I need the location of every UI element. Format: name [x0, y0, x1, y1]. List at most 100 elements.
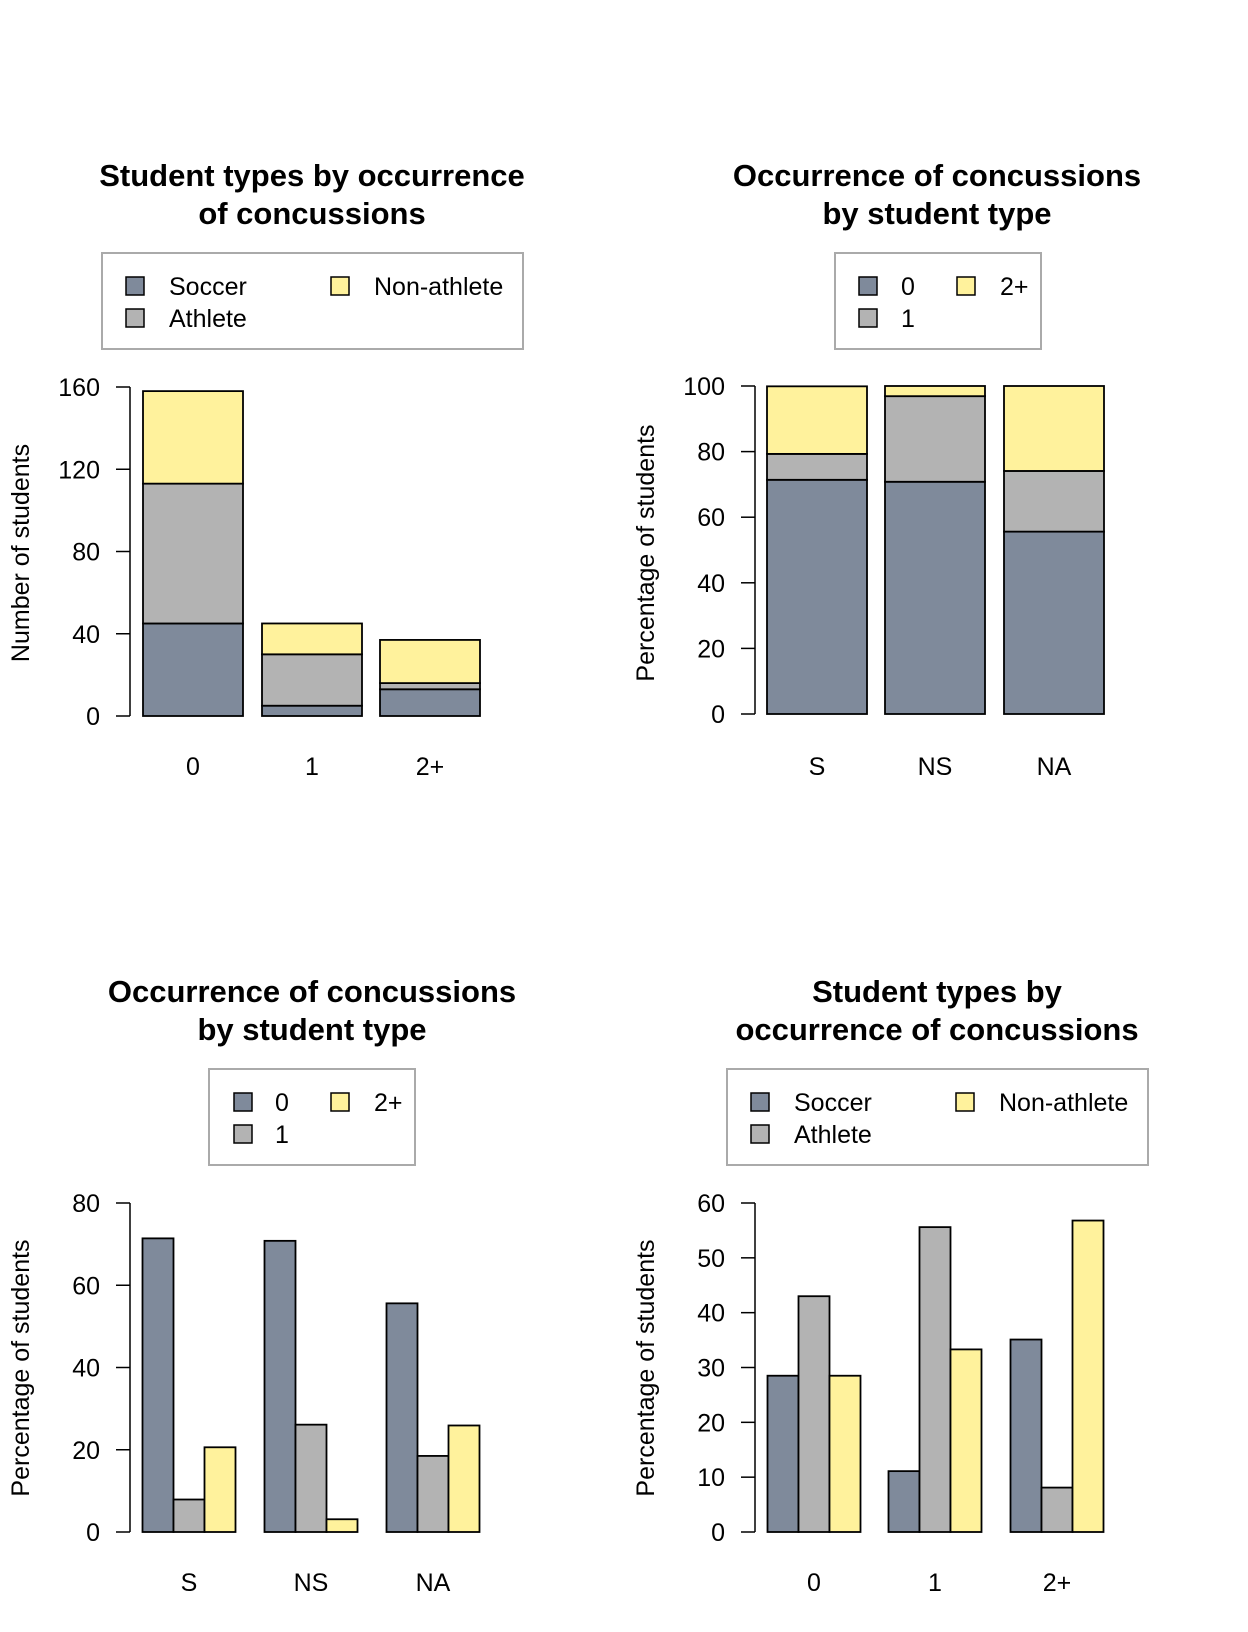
- legend-swatch-0: [233, 1092, 253, 1112]
- legend-swatch-1: [233, 1124, 253, 1144]
- bar-non-athlete-0: [142, 390, 244, 485]
- x-category-label: 1: [928, 1569, 942, 1597]
- legend-swatch-1: [858, 308, 878, 328]
- y-tick-label: 40: [72, 621, 100, 649]
- bar-1-ns: [294, 1423, 328, 1533]
- legend-box: [834, 252, 1042, 350]
- bar-soccer-2-: [1009, 1338, 1043, 1533]
- legend-swatch-soccer: [125, 276, 145, 296]
- y-axis-label: Percentage of students: [632, 1239, 660, 1496]
- legend: Soccer Athlete Non-athlete: [101, 252, 524, 350]
- x-category-label: 2+: [416, 753, 445, 781]
- y-tick-label: 80: [72, 539, 100, 567]
- chart-title-line-2: by student type: [822, 196, 1051, 231]
- legend-box: [726, 1068, 1149, 1166]
- plot-area: 0 20 40 60 80 100 S NS NA: [683, 373, 1105, 781]
- legend: Soccer Athlete Non-athlete: [726, 1068, 1149, 1166]
- legend-box: [208, 1068, 416, 1166]
- bar-athlete-1: [261, 653, 363, 707]
- bar-athlete-1: [918, 1226, 952, 1533]
- bar-0-ns: [884, 480, 986, 715]
- chart-title-line-1: Occurrence of concussions: [108, 974, 516, 1009]
- panel-tl: Student types by occurrence of concussio…: [7, 158, 525, 781]
- panel-br: Student types by occurrence of concussio…: [632, 974, 1149, 1597]
- bar-2--ns: [325, 1518, 359, 1533]
- y-tick-label: 50: [697, 1245, 725, 1273]
- y-tick-label: 160: [58, 374, 100, 402]
- plot-area: 0 40 80 120 160 0 1 2+: [58, 374, 481, 781]
- y-tick-label: 80: [697, 439, 725, 467]
- chart-title-line-1: Student types by: [812, 974, 1063, 1009]
- bar-soccer-2-: [379, 688, 481, 717]
- bar-non-athlete-2-: [1071, 1219, 1105, 1533]
- legend: 0 1 2+: [834, 252, 1042, 350]
- legend-label-soccer: Soccer: [794, 1089, 872, 1117]
- legend-label-soccer: Soccer: [169, 273, 247, 301]
- y-tick-label: 80: [72, 1190, 100, 1218]
- bar-1-na: [1003, 470, 1105, 533]
- legend-box: [101, 252, 524, 350]
- bar-athlete-2-: [379, 682, 481, 691]
- legend-swatch-non-athlete: [330, 276, 350, 296]
- plot-area: 0 10 20 30 40 50 60 0 1 2+: [697, 1190, 1105, 1597]
- chart-title-line-2: occurrence of concussions: [735, 1012, 1138, 1047]
- bar-1-ns: [884, 395, 986, 483]
- legend-swatch-0: [858, 276, 878, 296]
- y-tick-label: 0: [711, 701, 725, 729]
- y-tick-label: 60: [697, 1190, 725, 1218]
- bar-2--ns: [884, 385, 986, 398]
- panel-tr: Occurrence of concussions by student typ…: [632, 158, 1141, 781]
- y-tick-label: 120: [58, 456, 100, 484]
- y-axis-label: Percentage of students: [632, 424, 660, 681]
- bar-non-athlete-0: [828, 1374, 862, 1533]
- bar-athlete-2-: [1040, 1486, 1074, 1533]
- y-axis-label: Percentage of students: [7, 1239, 35, 1496]
- legend-label-2plus: 2+: [1000, 273, 1029, 301]
- x-category-label: NS: [294, 1569, 329, 1597]
- bar-0-s: [766, 478, 868, 715]
- legend-label-1: 1: [275, 1121, 289, 1149]
- chart-title-line-2: of concussions: [198, 196, 425, 231]
- x-category-label: NA: [416, 1569, 451, 1597]
- y-tick-label: 100: [683, 373, 725, 401]
- legend-label-1: 1: [901, 305, 915, 333]
- bar-soccer-1: [261, 704, 363, 717]
- bar-1-na: [416, 1455, 450, 1533]
- legend-swatch-athlete: [750, 1124, 770, 1144]
- legend-label-0: 0: [275, 1089, 289, 1117]
- legend: 0 1 2+: [208, 1068, 416, 1166]
- x-category-label: 0: [186, 753, 200, 781]
- bar-non-athlete-2-: [379, 639, 481, 685]
- bar-non-athlete-1: [261, 622, 363, 656]
- y-tick-label: 40: [697, 570, 725, 598]
- y-tick-label: 20: [697, 635, 725, 663]
- bar-0-na: [385, 1302, 419, 1533]
- y-axis-label: Number of students: [7, 444, 35, 662]
- y-tick-label: 0: [711, 1519, 725, 1547]
- plot-area: 0 20 40 60 80 S NS NA: [72, 1190, 481, 1597]
- legend-label-non-athlete: Non-athlete: [374, 273, 503, 301]
- x-category-label: 0: [807, 1569, 821, 1597]
- legend-label-athlete: Athlete: [169, 305, 247, 333]
- legend-swatch-2plus: [956, 276, 976, 296]
- bar-1-s: [172, 1498, 206, 1533]
- bar-1-s: [766, 452, 868, 481]
- x-category-label: S: [181, 1569, 198, 1597]
- bar-soccer-0: [142, 622, 244, 717]
- legend-swatch-athlete: [125, 308, 145, 328]
- y-tick-label: 30: [697, 1355, 725, 1383]
- bar-2--s: [766, 385, 868, 455]
- legend-label-0: 0: [901, 273, 915, 301]
- bar-non-athlete-1: [949, 1348, 983, 1533]
- bar-2--s: [203, 1446, 237, 1533]
- x-category-label: S: [809, 753, 826, 781]
- bar-athlete-0: [142, 482, 244, 625]
- chart-title-line-1: Student types by occurrence: [99, 158, 525, 193]
- bar-2--na: [1003, 385, 1105, 472]
- y-tick-label: 40: [72, 1355, 100, 1383]
- legend-label-athlete: Athlete: [794, 1121, 872, 1149]
- y-tick-label: 10: [697, 1464, 725, 1492]
- bar-0-s: [141, 1237, 175, 1533]
- y-tick-label: 0: [86, 1519, 100, 1547]
